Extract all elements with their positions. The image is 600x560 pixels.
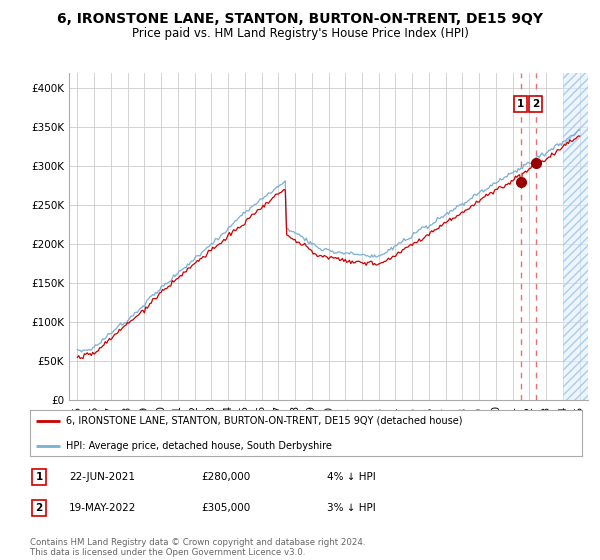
Bar [563, 73, 600, 400]
Text: HPI: Average price, detached house, South Derbyshire: HPI: Average price, detached house, Sout… [66, 441, 332, 451]
Text: 19-MAY-2022: 19-MAY-2022 [69, 503, 136, 513]
Text: 1: 1 [35, 472, 43, 482]
Text: Contains HM Land Registry data © Crown copyright and database right 2024.
This d: Contains HM Land Registry data © Crown c… [30, 538, 365, 557]
Text: 3% ↓ HPI: 3% ↓ HPI [327, 503, 376, 513]
Text: 22-JUN-2021: 22-JUN-2021 [69, 472, 135, 482]
Text: 4% ↓ HPI: 4% ↓ HPI [327, 472, 376, 482]
Text: 6, IRONSTONE LANE, STANTON, BURTON-ON-TRENT, DE15 9QY (detached house): 6, IRONSTONE LANE, STANTON, BURTON-ON-TR… [66, 416, 463, 426]
Text: £305,000: £305,000 [201, 503, 250, 513]
Text: 2: 2 [35, 503, 43, 513]
Text: 2: 2 [532, 99, 539, 109]
Text: £280,000: £280,000 [201, 472, 250, 482]
Bar [563, 73, 600, 400]
Text: Price paid vs. HM Land Registry's House Price Index (HPI): Price paid vs. HM Land Registry's House … [131, 27, 469, 40]
Text: 6, IRONSTONE LANE, STANTON, BURTON-ON-TRENT, DE15 9QY: 6, IRONSTONE LANE, STANTON, BURTON-ON-TR… [57, 12, 543, 26]
Text: 1: 1 [517, 99, 524, 109]
